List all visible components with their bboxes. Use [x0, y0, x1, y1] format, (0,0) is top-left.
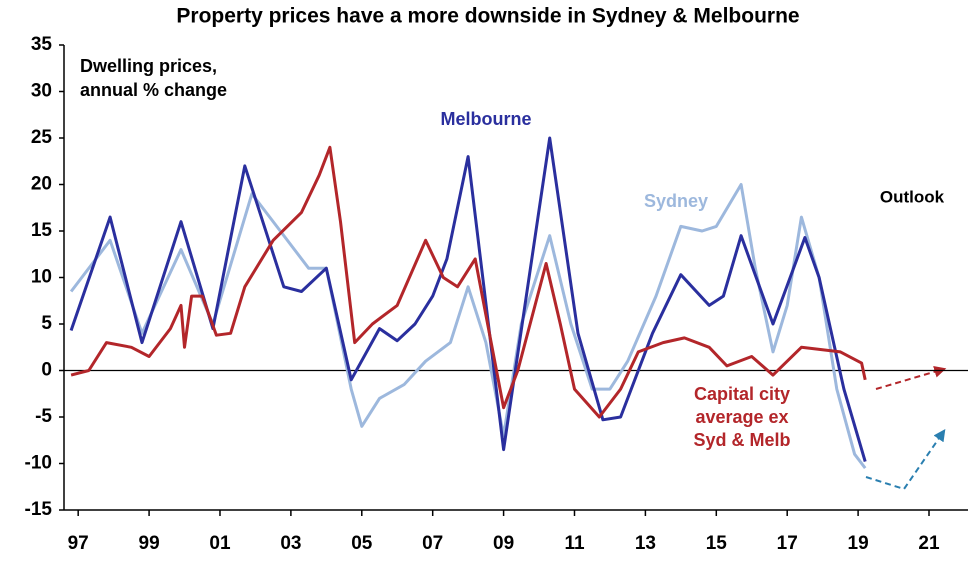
x-tick-label: 15 — [706, 533, 728, 554]
x-tick-label: 03 — [280, 533, 301, 554]
outlook-arrow — [875, 365, 947, 390]
x-tick-label: 19 — [848, 533, 869, 554]
series-label: Melbourne — [440, 109, 531, 129]
x-tick-label: 17 — [777, 533, 798, 554]
series-label: Capital city — [694, 384, 790, 404]
y-tick-label: 0 — [41, 360, 52, 381]
annotation: Outlook — [880, 187, 945, 206]
y-tick-label: 35 — [31, 34, 53, 55]
y-tick-label: -10 — [25, 453, 52, 474]
y-tick-label: 30 — [31, 81, 52, 102]
x-tick-label: 11 — [564, 533, 585, 554]
x-tick-label: 13 — [635, 533, 656, 554]
x-tick-label: 07 — [422, 533, 443, 554]
y-axis-label: annual % change — [80, 80, 227, 100]
series-label: average ex — [695, 407, 788, 427]
series-label: Syd & Melb — [693, 430, 790, 450]
series-label: Sydney — [644, 191, 708, 211]
chart-title: Property prices have a more downside in … — [176, 5, 799, 28]
x-tick-label: 21 — [918, 533, 940, 554]
y-tick-label: 15 — [31, 220, 53, 241]
x-tick-label: 01 — [209, 533, 231, 554]
x-tick-label: 99 — [139, 533, 160, 554]
y-tick-label: 5 — [41, 313, 52, 334]
series-line — [70, 145, 867, 419]
series-line — [69, 136, 867, 463]
x-tick-label: 09 — [493, 533, 514, 554]
y-tick-label: -5 — [35, 406, 52, 427]
y-axis-label: Dwelling prices, — [80, 56, 217, 76]
y-tick-label: 10 — [31, 267, 52, 288]
x-tick-label: 97 — [68, 533, 89, 554]
y-tick-label: 25 — [31, 127, 53, 148]
y-tick-label: -15 — [25, 499, 53, 520]
y-tick-label: 20 — [31, 174, 52, 195]
outlook-arrow — [865, 429, 946, 491]
x-tick-label: 05 — [351, 533, 373, 554]
